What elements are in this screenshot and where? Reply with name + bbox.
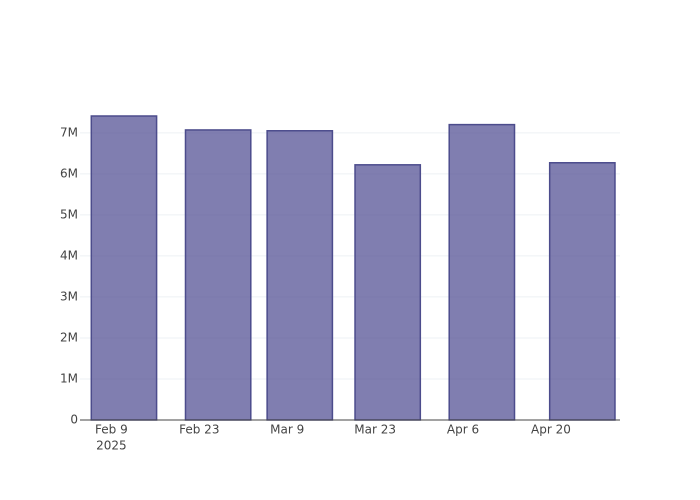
bar xyxy=(184,129,252,421)
y-tick-label: 7M xyxy=(60,125,78,139)
y-tick-label: 2M xyxy=(60,330,78,344)
y-tick-label: 5M xyxy=(60,207,78,221)
x-tick-label: Feb 23 xyxy=(179,423,219,437)
x-tick-label: Mar 23 xyxy=(354,423,396,437)
y-tick-label: 0 xyxy=(70,413,78,427)
y-tick-label: 6M xyxy=(60,166,78,180)
y-tick-label: 4M xyxy=(60,248,78,262)
bar xyxy=(448,123,516,421)
bar xyxy=(90,115,158,421)
y-tick-label: 1M xyxy=(60,371,78,385)
x-tick-sublabel: 2025 xyxy=(96,439,127,453)
x-tick-label: Mar 9 xyxy=(270,423,304,437)
bar xyxy=(354,164,422,421)
y-tick-label: 3M xyxy=(60,289,78,303)
x-tick-label: Apr 6 xyxy=(447,423,479,437)
x-tick-label: Apr 20 xyxy=(531,423,571,437)
x-tick-label: Feb 9 xyxy=(95,423,128,437)
bar xyxy=(266,130,334,421)
bar xyxy=(548,162,616,421)
